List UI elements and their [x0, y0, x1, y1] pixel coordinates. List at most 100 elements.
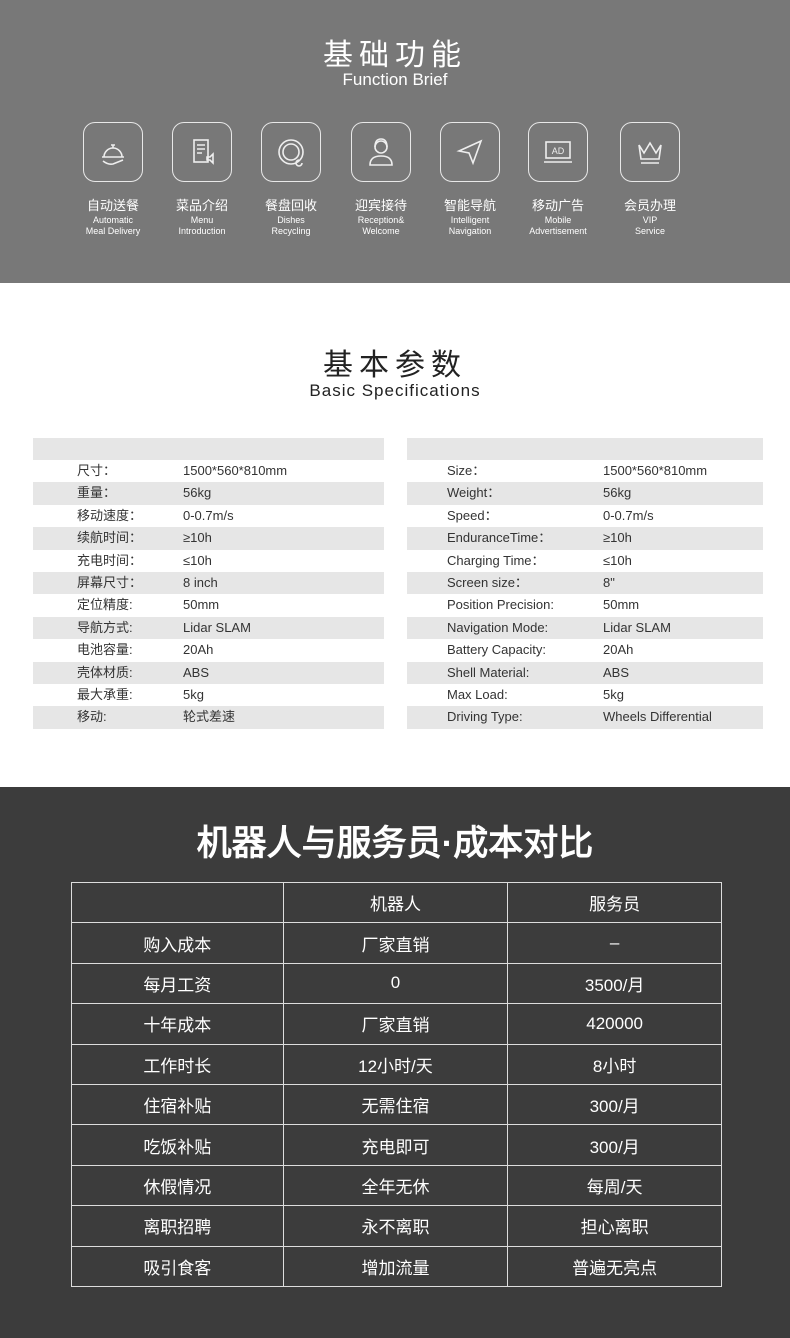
comparison-table: 机器人 服务员 购入成本 厂家直销 – 每月工资 0 3500/月 十年成本 厂家直销 420000… — [71, 881, 722, 1287]
spec-label: Battery Capacity: — [447, 642, 546, 658]
spec-row: 重量： 56kg — [33, 482, 384, 505]
svg-text:AD: AD — [552, 146, 565, 156]
section-subtitle: Function Brief — [342, 70, 448, 89]
function-item: 迎宾接待 Reception& Welcome — [336, 122, 426, 236]
spec-label: 重量： — [77, 485, 117, 501]
spec-label: 电池容量: — [77, 642, 133, 658]
spec-value: ≤10h — [183, 552, 212, 568]
function-label-en: Welcome — [362, 226, 400, 236]
section-title: 基础功能 — [323, 39, 467, 72]
spec-row: Charging Time： ≤10h — [407, 550, 763, 572]
function-label-en: Recycling — [271, 226, 311, 236]
comparison-cell: – — [507, 922, 722, 964]
comparison-cell: 永不离职 — [282, 1205, 509, 1247]
spec-value: 1500*560*810mm — [183, 463, 288, 478]
spec-row: Driving Type: Wheels Differential — [407, 706, 763, 729]
spec-row: Speed： 0-0.7m/s — [407, 505, 763, 527]
comparison-cell: 300/月 — [507, 1083, 722, 1126]
spec-row: EnduranceTime： ≥10h — [407, 527, 763, 550]
spec-value: 50mm — [603, 597, 640, 613]
spec-value: Lidar SLAM — [603, 619, 671, 635]
comparison-cell: 300/月 — [507, 1124, 722, 1166]
spec-label: Speed： — [447, 507, 498, 523]
function-item: AD 移动广告 Mobile Advertisement — [513, 122, 603, 236]
spec-label: Navigation Mode: — [447, 619, 549, 635]
food-cloche-icon — [83, 122, 143, 182]
function-label-en: Menu — [190, 215, 214, 225]
spec-label: Size： — [447, 463, 486, 478]
comparison-cell: 全年无休 — [282, 1164, 509, 1207]
spec-value: 50mm — [183, 597, 220, 613]
function-label-en: Introduction — [178, 226, 226, 236]
comparison-cell: 机器人 — [282, 881, 509, 924]
spec-row: 最大承重: 5kg — [33, 684, 384, 706]
spec-row: 导航方式: Lidar SLAM — [33, 616, 384, 640]
spec-value: 1500*560*810mm — [603, 463, 708, 478]
spec-row: 充电时间： ≤10h — [33, 550, 384, 572]
function-label-en: VIP — [642, 215, 658, 225]
comparison-row: 十年成本 厂家直销 420000 — [71, 1003, 722, 1045]
spec-label: Charging Time： — [447, 552, 545, 568]
spec-value: 8 inch — [183, 574, 218, 590]
spec-label: EnduranceTime： — [447, 530, 552, 546]
section-subtitle: Basic Specifications — [309, 381, 481, 400]
function-item: 餐盘回收 Dishes Recycling — [246, 122, 336, 236]
comparison-row: 机器人 服务员 — [71, 881, 722, 924]
comparison-cell: 增加流量 — [282, 1245, 509, 1287]
spec-header-band — [407, 438, 763, 460]
spec-row: 定位精度: 50mm — [33, 594, 384, 616]
spec-value: ≥10h — [183, 530, 212, 546]
section-title: 基本参数 — [323, 349, 467, 382]
function-label-en: Reception& — [357, 215, 405, 225]
comparison-row: 住宿补贴 无需住宿 300/月 — [71, 1083, 722, 1126]
spec-row: 移动速度： 0-0.7m/s — [33, 505, 384, 527]
spec-row: 壳体材质: ABS — [33, 661, 384, 684]
spec-label: Shell Material: — [447, 664, 530, 680]
comparison-cell: 每月工资 — [71, 962, 284, 1005]
function-label-en: Service — [634, 226, 665, 236]
spec-row: 尺寸： 1500*560*810mm — [33, 460, 384, 482]
plate-recycle-icon — [261, 122, 321, 182]
comparison-row: 吃饭补贴 充电即可 300/月 — [71, 1124, 722, 1166]
function-label-en: Mobile — [544, 215, 572, 225]
function-item: 会员办理 VIP Service — [605, 122, 695, 236]
ad-screen-icon: AD — [528, 122, 588, 182]
comparison-cell: 厂家直销 — [282, 922, 509, 964]
spec-label: 定位精度: — [77, 597, 133, 613]
spec-label: 最大承重: — [77, 686, 133, 702]
spec-value: Wheels Differential — [603, 709, 712, 725]
spec-value: ABS — [183, 664, 210, 680]
function-label-cn: 智能导航 — [443, 198, 496, 213]
spec-row: 屏幕尺寸： 8 inch — [33, 571, 384, 595]
comparison-row: 购入成本 厂家直销 – — [71, 922, 722, 964]
spec-value: ≤10h — [603, 552, 632, 568]
function-item: 自动送餐 Automatic Meal Delivery — [68, 122, 158, 236]
spec-label: 移动: — [77, 709, 107, 725]
spec-label: Position Precision: — [447, 597, 554, 613]
function-label-cn: 迎宾接待 — [354, 198, 407, 213]
spec-value: 5kg — [603, 686, 624, 702]
spec-label: 移动速度： — [77, 507, 143, 523]
spec-value: Lidar SLAM — [183, 619, 251, 635]
spec-value: 56kg — [183, 485, 212, 501]
comparison-cell: 十年成本 — [71, 1003, 284, 1045]
spec-value: 5kg — [183, 686, 204, 702]
comparison-row: 休假情况 全年无休 每周/天 — [71, 1164, 722, 1207]
spec-row: 电池容量: 20Ah — [33, 639, 384, 661]
comparison-cell: 住宿补贴 — [71, 1083, 284, 1126]
comparison-cell — [71, 881, 284, 924]
comparison-cell: 吃饭补贴 — [71, 1124, 284, 1166]
function-label-en: Meal Delivery — [85, 226, 141, 236]
function-label-cn: 会员办理 — [623, 198, 676, 213]
spec-label: 导航方式: — [77, 619, 133, 635]
comparison-cell: 无需住宿 — [282, 1083, 509, 1126]
cost-comparison-section: 机器人与服务员·成本对比 机器人 服务员 购入成本 厂家直销 – 每月工资 0 3500/月十… — [0, 787, 790, 1338]
function-item: 菜品介绍 Menu Introduction — [157, 122, 247, 236]
spec-value: 20Ah — [183, 642, 214, 658]
spec-row: Size： 1500*560*810mm — [407, 460, 763, 482]
spec-label: 屏幕尺寸： — [77, 574, 143, 590]
function-label-cn: 餐盘回收 — [264, 198, 317, 213]
spec-value: 0-0.7m/s — [603, 507, 654, 523]
comparison-cell: 12小时/天 — [282, 1043, 509, 1085]
comparison-cell: 厂家直销 — [282, 1003, 509, 1045]
